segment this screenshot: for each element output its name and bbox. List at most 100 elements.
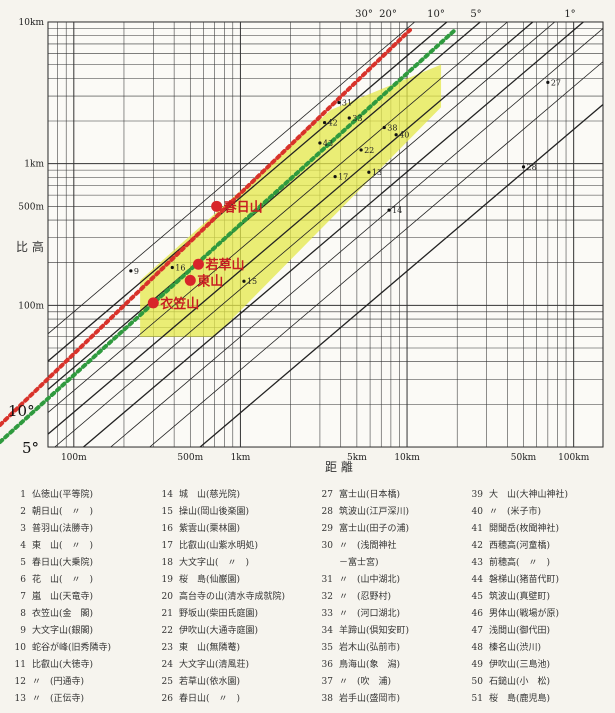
legend-text: 桜 島(仙巌園) xyxy=(179,575,241,585)
legend-text: 大文字山(清風荘) xyxy=(179,660,250,670)
angle-line xyxy=(199,103,603,447)
legend-item: 14 城 山(慈光院) xyxy=(155,487,240,500)
legend-item: 45 筑波山(真壁町) xyxy=(465,589,550,602)
legend-text: 男体山(戦場が原) xyxy=(489,609,560,619)
legend-number: 21 xyxy=(161,609,173,619)
legend-number: 11 xyxy=(14,660,26,670)
legend-text: 春日山( 〃 ) xyxy=(179,694,241,704)
legend-number: 46 xyxy=(471,609,483,619)
legend-item: 4 東 山( 〃 ) xyxy=(8,538,93,551)
legend-item: 40 〃 (米子市) xyxy=(465,504,541,517)
data-point xyxy=(359,148,363,152)
legend-item: 37 〃 (吹 浦) xyxy=(315,674,391,687)
data-point-label: 27 xyxy=(551,78,561,87)
legend-text: 大文字山( 〃 ) xyxy=(179,558,250,568)
angle-label: 5° xyxy=(470,9,481,20)
legend-item: 28 筑波山(江戸深川) xyxy=(315,504,409,517)
angle-label: 20° xyxy=(379,9,397,20)
legend-item: －富士宮) xyxy=(315,555,379,568)
legend-number: 20 xyxy=(161,592,173,602)
legend-number: 40 xyxy=(471,507,483,517)
legend-text: 普羽山(法勝寺) xyxy=(32,524,94,534)
dotted-line xyxy=(0,28,457,444)
legend-number: 49 xyxy=(471,660,483,670)
legend-number: 9 xyxy=(20,626,26,636)
legend-text: 磐梯山(猪苗代町) xyxy=(489,575,560,585)
legend-text: 〃 (山中湖北) xyxy=(339,575,401,585)
highlight-point xyxy=(147,297,159,309)
data-point-label: 13 xyxy=(372,168,382,177)
legend-number: 30 xyxy=(321,541,333,551)
legend-text: 城 山(慈光院) xyxy=(179,490,241,500)
data-point xyxy=(337,100,341,105)
legend-number: 16 xyxy=(161,524,173,534)
legend-text: 榛名山(渋川) xyxy=(489,643,542,653)
data-point-label: 40 xyxy=(399,131,409,140)
legend-item: 43 前穂高( 〃 ) xyxy=(465,555,550,568)
legend-text: 筑波山(真壁町) xyxy=(489,592,551,602)
legend-text: 衣笠山(金 閣) xyxy=(32,609,94,619)
legend-item: 2 朝日山( 〃 ) xyxy=(8,504,93,517)
slope-line xyxy=(48,22,416,335)
legend-text: 〃 (米子市) xyxy=(489,507,542,517)
x-axis-label: 距 離 xyxy=(325,460,353,474)
legend-text: 前穂高( 〃 ) xyxy=(489,558,551,568)
data-point-label: 33 xyxy=(352,114,362,123)
legend-item: 19 桜 島(仙巌園) xyxy=(155,572,240,585)
highlight-point xyxy=(184,274,196,286)
legend-item: 17 比叡山(山紫水明処) xyxy=(155,538,258,551)
legend-number: 7 xyxy=(20,592,26,602)
legend-text: 鳥海山(象 潟) xyxy=(339,660,401,670)
slope-line xyxy=(54,22,556,447)
legend-item: 51 桜 島(鹿児島) xyxy=(465,691,550,704)
legend-text: 〃 (河口湖北) xyxy=(339,609,401,619)
legend-item: 36 鳥海山(象 潟) xyxy=(315,657,400,670)
legend-item: 27 富士山(日本橋) xyxy=(315,487,400,500)
legend-item: 26 春日山( 〃 ) xyxy=(155,691,240,704)
data-point-label: 43 xyxy=(323,139,333,148)
legend-number: 2 xyxy=(20,507,26,517)
data-point-label: 38 xyxy=(387,124,397,133)
legend-item: 11 比叡山(大徳寺) xyxy=(8,657,93,670)
x-tick-label: 5km xyxy=(347,453,367,463)
legend-item: 16 紫雲山(栗林園) xyxy=(155,521,240,534)
x-tick-label: 50km xyxy=(511,453,537,463)
slope-chart: 30° 20° 10° 5° 1° 10° 5° 100m 500m 1km 5km 10km 50km… xyxy=(0,9,604,463)
legend-number: 51 xyxy=(471,694,483,704)
x-tick-label: 1km xyxy=(231,453,251,463)
legend-number: 39 xyxy=(471,490,483,500)
legend-number: 33 xyxy=(321,609,333,619)
data-point-label: 22 xyxy=(364,146,374,155)
y-tick-label: 500m xyxy=(18,202,44,212)
legend-number: 41 xyxy=(471,524,483,534)
legend-number: 50 xyxy=(471,677,483,687)
angle-label: 30° xyxy=(355,9,373,20)
legend-item: 35 岩木山(弘前市) xyxy=(315,640,400,653)
legend-item: 44 磐梯山(猪苗代町) xyxy=(465,572,559,585)
data-point xyxy=(367,170,371,174)
angle-label: 1° xyxy=(564,9,575,20)
legend-text: 富士山(日本橋) xyxy=(339,490,401,500)
legend-item: 49 伊吹山(三島池) xyxy=(465,657,550,670)
legend-number: 8 xyxy=(20,609,26,619)
data-point-label: 9 xyxy=(134,267,139,276)
legend-item: 5 春日山(大乗院) xyxy=(8,555,93,568)
y-tick-label: 10km xyxy=(19,18,45,28)
legend-number: 17 xyxy=(161,541,173,551)
legend-text: 大文字山(銀閣) xyxy=(32,626,94,636)
legend-text: 〃 (浅間神社 xyxy=(339,541,397,551)
data-point-label: 42 xyxy=(328,119,338,128)
legend-number: 47 xyxy=(471,626,483,636)
legend-item: 12 〃 (円通寺) xyxy=(8,674,84,687)
angle-line xyxy=(48,22,448,362)
data-point xyxy=(387,208,391,212)
slope-line xyxy=(110,28,603,447)
legend-number: 12 xyxy=(14,677,26,687)
legend-number: 32 xyxy=(321,592,333,602)
legend-text: 西穂高(河童橋) xyxy=(489,541,551,551)
legend-number: 15 xyxy=(161,507,173,517)
legend-item: 31 〃 (山中湖北) xyxy=(315,572,400,585)
legend-text: 大 山(大神山神社) xyxy=(489,490,569,500)
legend-text: 春日山(大乗院) xyxy=(32,558,94,568)
legend-number: 34 xyxy=(321,626,333,636)
